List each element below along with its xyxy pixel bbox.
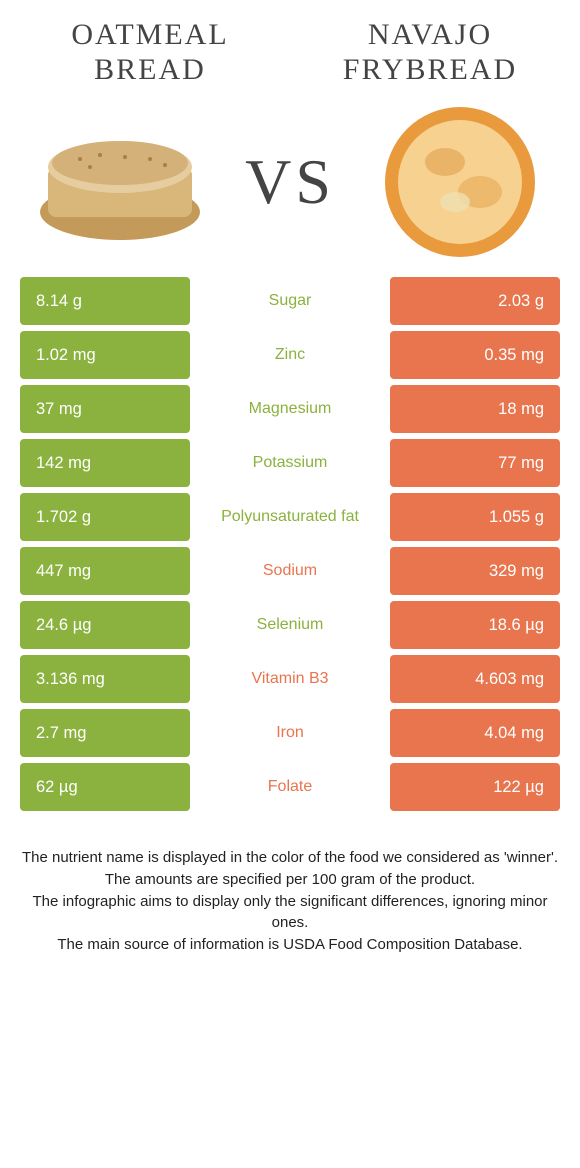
left-value: 8.14 g xyxy=(20,277,190,325)
right-value: 4.603 mg xyxy=(390,655,560,703)
nutrient-label: Iron xyxy=(190,709,390,757)
footer-line: The nutrient name is displayed in the co… xyxy=(20,847,560,869)
right-value: 18 mg xyxy=(390,385,560,433)
left-food-title: OATMEAL BREAD xyxy=(30,18,270,87)
right-food-image xyxy=(370,107,550,257)
nutrient-label: Vitamin B3 xyxy=(190,655,390,703)
left-value: 37 mg xyxy=(20,385,190,433)
right-food-title: NAVAJO FRYBREAD xyxy=(310,18,550,87)
left-value: 142 mg xyxy=(20,439,190,487)
nutrient-row: 142 mgPotassium77 mg xyxy=(20,439,560,487)
nutrient-label: Folate xyxy=(190,763,390,811)
right-value: 1.055 g xyxy=(390,493,560,541)
left-value: 2.7 mg xyxy=(20,709,190,757)
nutrient-row: 8.14 gSugar2.03 g xyxy=(20,277,560,325)
nutrient-table: 8.14 gSugar2.03 g 1.02 mgZinc0.35 mg 37 mg… xyxy=(0,277,580,811)
footer-line: The amounts are specified per 100 gram o… xyxy=(20,869,560,891)
nutrient-label: Sugar xyxy=(190,277,390,325)
nutrient-label: Zinc xyxy=(190,331,390,379)
right-value: 77 mg xyxy=(390,439,560,487)
right-value: 0.35 mg xyxy=(390,331,560,379)
right-value: 4.04 mg xyxy=(390,709,560,757)
footer-line: The main source of information is USDA F… xyxy=(20,934,560,956)
nutrient-label: Polyunsaturated fat xyxy=(190,493,390,541)
left-value: 1.702 g xyxy=(20,493,190,541)
nutrient-row: 447 mgSodium329 mg xyxy=(20,547,560,595)
left-value: 447 mg xyxy=(20,547,190,595)
nutrient-label: Sodium xyxy=(190,547,390,595)
nutrient-row: 1.702 gPolyunsaturated fat1.055 g xyxy=(20,493,560,541)
right-value: 18.6 µg xyxy=(390,601,560,649)
nutrient-row: 1.02 mgZinc0.35 mg xyxy=(20,331,560,379)
nutrient-row: 62 µgFolate122 µg xyxy=(20,763,560,811)
left-value: 62 µg xyxy=(20,763,190,811)
nutrient-row: 24.6 µgSelenium18.6 µg xyxy=(20,601,560,649)
right-value: 329 mg xyxy=(390,547,560,595)
right-value: 122 µg xyxy=(390,763,560,811)
footer-line: The infographic aims to display only the… xyxy=(20,891,560,935)
left-value: 1.02 mg xyxy=(20,331,190,379)
right-value: 2.03 g xyxy=(390,277,560,325)
left-food-image xyxy=(30,107,210,257)
left-value: 3.136 mg xyxy=(20,655,190,703)
nutrient-label: Selenium xyxy=(190,601,390,649)
left-value: 24.6 µg xyxy=(20,601,190,649)
images-row: VS xyxy=(0,97,580,277)
nutrient-row: 37 mgMagnesium18 mg xyxy=(20,385,560,433)
vs-label: VS xyxy=(245,145,335,219)
header: OATMEAL BREAD NAVAJO FRYBREAD xyxy=(0,0,580,97)
nutrient-label: Potassium xyxy=(190,439,390,487)
nutrient-row: 2.7 mgIron4.04 mg xyxy=(20,709,560,757)
footer-notes: The nutrient name is displayed in the co… xyxy=(0,817,580,956)
nutrient-label: Magnesium xyxy=(190,385,390,433)
nutrient-row: 3.136 mgVitamin B34.603 mg xyxy=(20,655,560,703)
